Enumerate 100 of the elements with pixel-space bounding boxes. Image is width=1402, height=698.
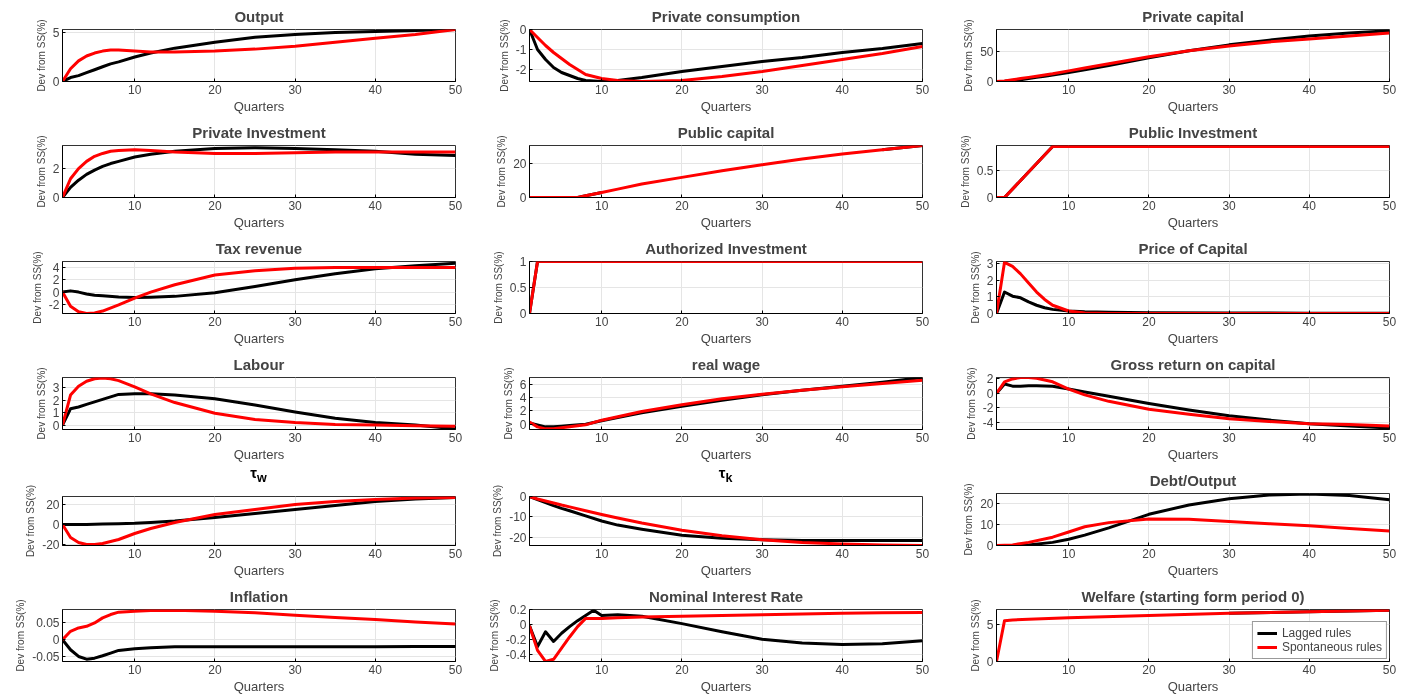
x-tick-label: 50 xyxy=(1382,198,1397,213)
x-tick-label: 50 xyxy=(915,662,930,677)
y-tick-label: -0.05 xyxy=(32,649,60,664)
x-axis-title: Quarters xyxy=(1167,214,1219,230)
y-tick-label: 1 xyxy=(986,290,994,305)
x-tick-label: 50 xyxy=(1382,82,1397,97)
y-tick-label: -0.2 xyxy=(505,632,527,647)
x-axis-title: Quarters xyxy=(1167,330,1219,346)
y-tick-label: 3 xyxy=(986,257,994,272)
y-axis-title: Dev from SS(%) xyxy=(969,599,981,672)
x-tick-label: 10 xyxy=(1062,546,1076,561)
x-tick-label: 40 xyxy=(368,82,383,97)
chart-title: Price of Capital xyxy=(1138,239,1248,257)
x-tick-label: 40 xyxy=(1302,82,1317,97)
y-tick-label: -2 xyxy=(48,297,60,312)
x-tick-label: 10 xyxy=(1062,82,1076,97)
y-tick-label: 4 xyxy=(519,391,527,405)
x-tick-label: 20 xyxy=(208,430,222,445)
y-axis-title: Dev from SS(%) xyxy=(15,599,27,672)
x-tick-label: 50 xyxy=(915,82,930,97)
x-tick-label: 20 xyxy=(1142,546,1156,561)
x-tick-label: 20 xyxy=(1142,198,1156,213)
y-axis-title: Dev from SS(%) xyxy=(488,599,500,672)
y-tick-label: 5 xyxy=(986,617,994,632)
y-tick-label: 1 xyxy=(519,255,527,269)
x-axis-title: Quarters xyxy=(700,678,752,694)
x-tick-label: 40 xyxy=(1302,546,1317,561)
y-axis-title: Dev from SS(%) xyxy=(969,251,981,324)
y-tick-label: 0 xyxy=(986,307,994,321)
y-tick-label: 50 xyxy=(980,45,994,60)
chart-title: Authorized Investment xyxy=(645,239,807,257)
y-tick-label: 0 xyxy=(52,285,60,300)
x-tick-label: 20 xyxy=(208,198,222,213)
x-tick-label: 10 xyxy=(1062,198,1076,213)
x-tick-label: 20 xyxy=(208,662,222,677)
chart-title: Inflation xyxy=(229,587,289,605)
x-axis-title: Quarters xyxy=(700,562,752,578)
x-tick-label: 20 xyxy=(675,82,689,97)
legend-label: Lagged rules xyxy=(1281,626,1352,640)
y-tick-label: 20 xyxy=(980,497,994,512)
x-tick-label: 20 xyxy=(1142,430,1156,445)
x-tick-label: 20 xyxy=(208,546,222,561)
y-axis-title: Dev from SS(%) xyxy=(959,135,971,208)
x-tick-label: 40 xyxy=(1302,430,1317,445)
x-tick-label: 50 xyxy=(448,82,463,97)
y-tick-label: 1 xyxy=(52,406,60,421)
x-tick-label: 40 xyxy=(368,430,383,445)
x-tick-label: 20 xyxy=(675,662,689,677)
x-tick-label: 30 xyxy=(288,662,303,677)
chart-title: Private capital xyxy=(1142,7,1244,25)
y-axis-title: Dev from SS(%) xyxy=(965,367,977,440)
y-tick-label: -20 xyxy=(509,530,527,545)
y-tick-label: 0 xyxy=(52,633,60,648)
x-tick-label: 40 xyxy=(1302,198,1317,213)
legend-label: Spontaneous rules xyxy=(1281,640,1382,654)
x-tick-label: 40 xyxy=(835,198,850,213)
x-tick-label: 40 xyxy=(835,82,850,97)
x-tick-label: 10 xyxy=(595,314,609,329)
y-tick-label: -1 xyxy=(515,43,527,57)
x-tick-label: 20 xyxy=(208,82,222,97)
x-tick-label: 30 xyxy=(288,314,303,329)
y-tick-label: 0 xyxy=(519,23,527,37)
x-axis-title: Quarters xyxy=(233,330,285,346)
x-tick-label: 30 xyxy=(755,314,770,329)
y-tick-label: -10 xyxy=(509,510,527,525)
y-axis-title: Dev from SS(%) xyxy=(963,483,975,556)
x-tick-label: 30 xyxy=(755,662,770,677)
y-tick-label: 2 xyxy=(52,162,60,177)
x-tick-label: 50 xyxy=(915,546,930,561)
x-tick-label: 50 xyxy=(1382,314,1397,329)
x-axis-title: Quarters xyxy=(233,678,285,694)
x-tick-label: 40 xyxy=(1302,662,1317,677)
x-tick-label: 30 xyxy=(1222,198,1237,213)
y-tick-label: 0 xyxy=(52,75,60,89)
x-tick-label: 50 xyxy=(1382,546,1397,561)
y-tick-label: 3 xyxy=(52,381,60,396)
chart-title: Private consumption xyxy=(651,7,801,25)
y-tick-label: 0 xyxy=(986,539,994,553)
y-tick-label: 0.5 xyxy=(509,281,527,295)
y-tick-label: 0 xyxy=(519,417,527,432)
y-tick-label: -0.4 xyxy=(505,647,527,662)
y-tick-label: 4 xyxy=(52,261,60,276)
y-tick-label: -4 xyxy=(982,415,994,430)
y-tick-label: 0 xyxy=(52,191,60,205)
x-tick-label: 10 xyxy=(128,314,142,329)
x-tick-label: 30 xyxy=(288,546,303,561)
x-tick-label: 10 xyxy=(128,546,142,561)
x-tick-label: 40 xyxy=(368,198,383,213)
x-tick-label: 50 xyxy=(915,430,930,445)
x-tick-label: 40 xyxy=(1302,314,1317,329)
x-tick-label: 20 xyxy=(1142,662,1156,677)
x-tick-label: 50 xyxy=(448,314,463,329)
x-tick-label: 40 xyxy=(835,546,850,561)
y-axis-title: Dev from SS(%) xyxy=(492,251,504,324)
chart-title: Public Investment xyxy=(1128,123,1258,141)
y-tick-label: 0 xyxy=(519,617,527,632)
x-tick-label: 10 xyxy=(128,662,142,677)
y-tick-label: 0 xyxy=(519,307,527,321)
x-tick-label: 10 xyxy=(595,82,609,97)
x-tick-label: 20 xyxy=(1142,314,1156,329)
